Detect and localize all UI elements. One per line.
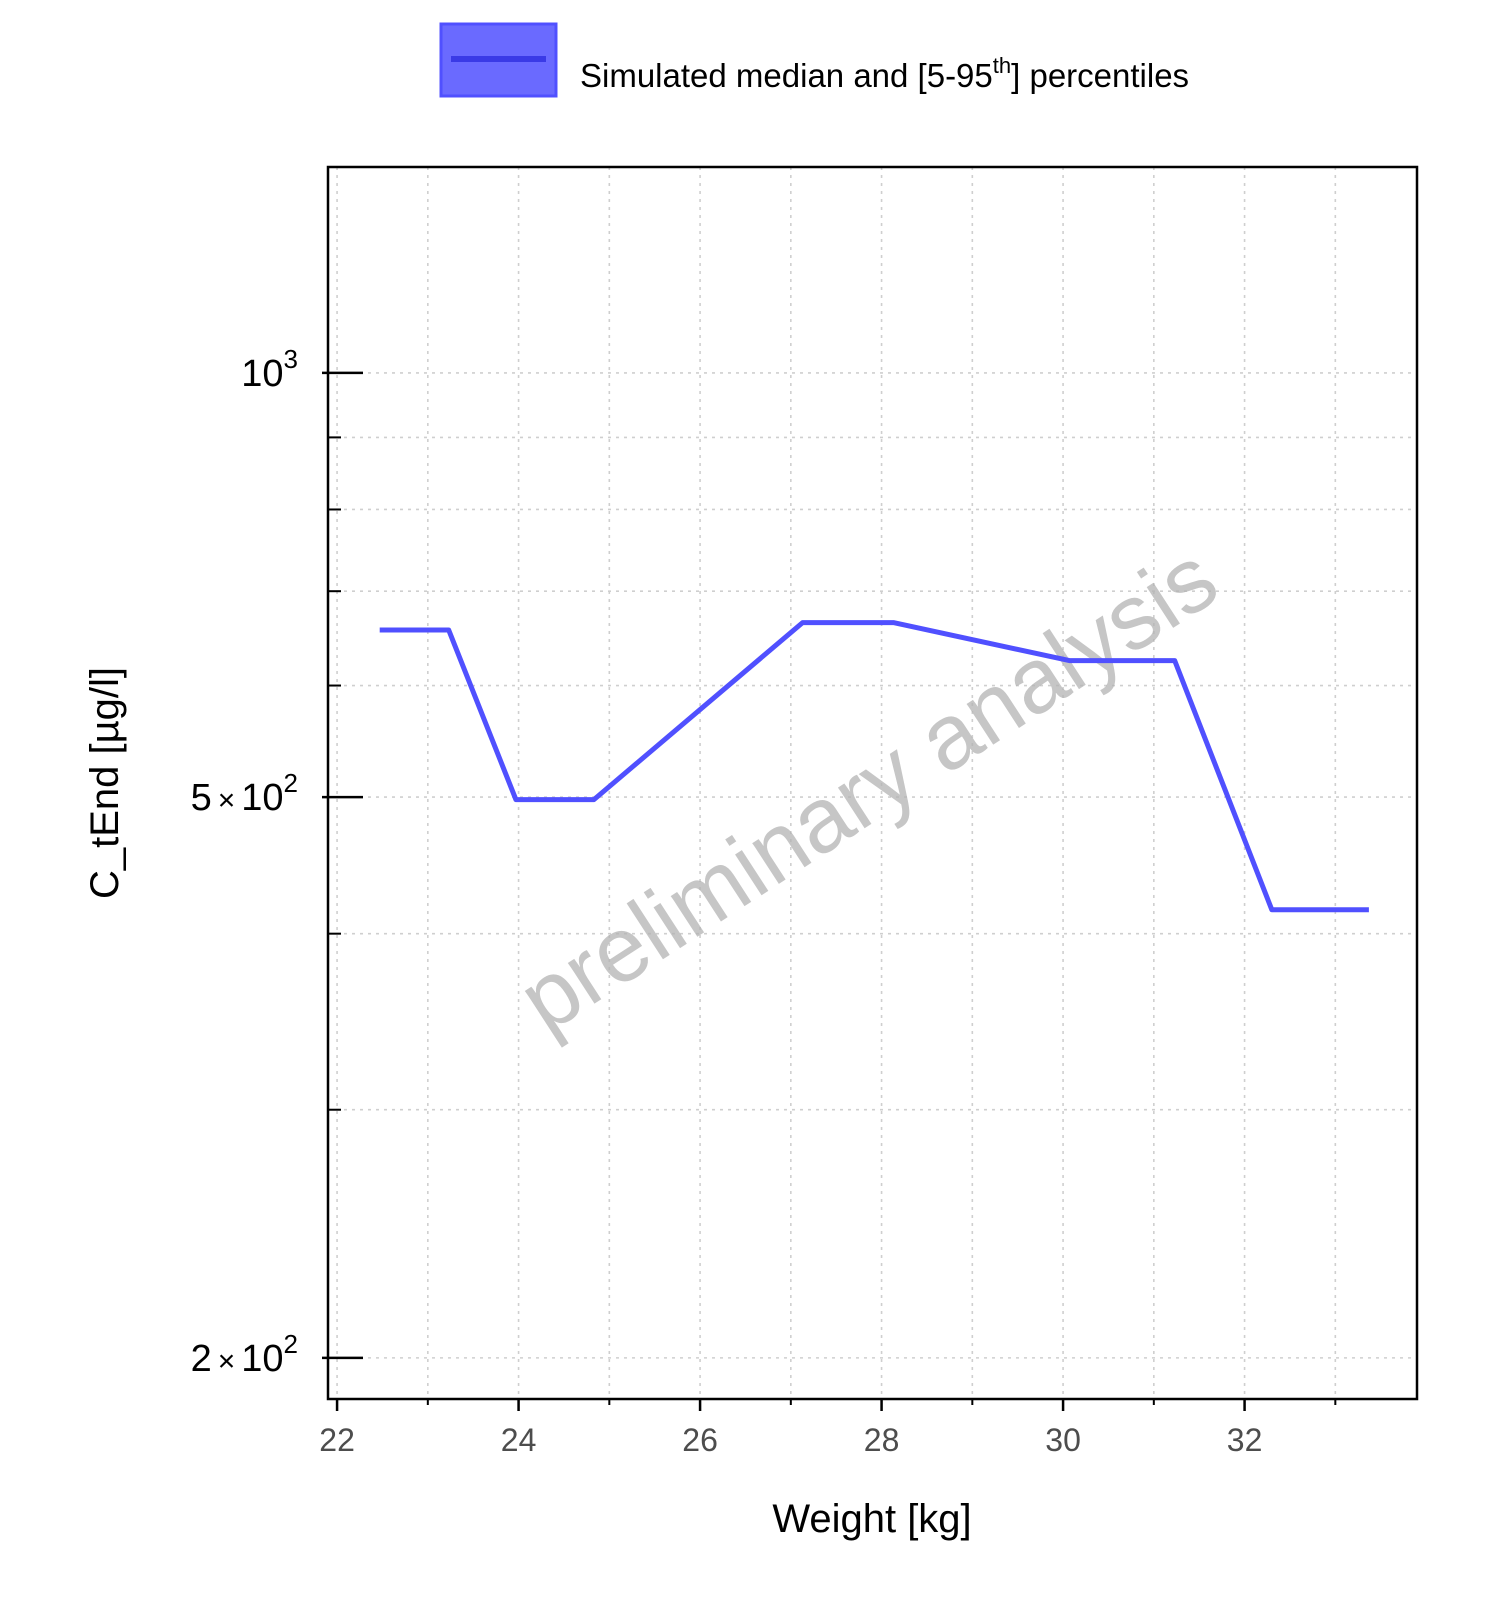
watermark: preliminary analysis <box>502 526 1235 1052</box>
x-tick-label-30: 30 <box>1045 1422 1081 1458</box>
series-layer <box>379 620 1369 913</box>
legend: Simulated median and [5-95th] percentile… <box>439 22 1189 98</box>
x-tick-label-22: 22 <box>319 1422 355 1458</box>
x-tick-label-28: 28 <box>864 1422 900 1458</box>
y-axis: 103 5 × 102 2 × 102 <box>191 344 363 1380</box>
legend-label: Simulated median and [5-95th] percentile… <box>580 53 1189 94</box>
plot-border <box>326 165 1419 1401</box>
x-tick-label-24: 24 <box>501 1422 537 1458</box>
y-tick-label-200: 2 × 102 <box>191 1329 298 1380</box>
x-axis: 22 24 26 28 30 32 <box>319 1399 1337 1458</box>
series-line-0 <box>379 620 1369 913</box>
x-axis-title: Weight [kg] <box>772 1497 971 1541</box>
x-tick-label-32: 32 <box>1227 1422 1263 1458</box>
y-tick-label-500: 5 × 102 <box>191 768 298 819</box>
gridlines <box>328 167 1417 1399</box>
y-tick-label-1000: 103 <box>241 344 298 395</box>
y-axis-title: C_tEnd [µg/l] <box>83 667 127 899</box>
x-tick-label-26: 26 <box>682 1422 718 1458</box>
